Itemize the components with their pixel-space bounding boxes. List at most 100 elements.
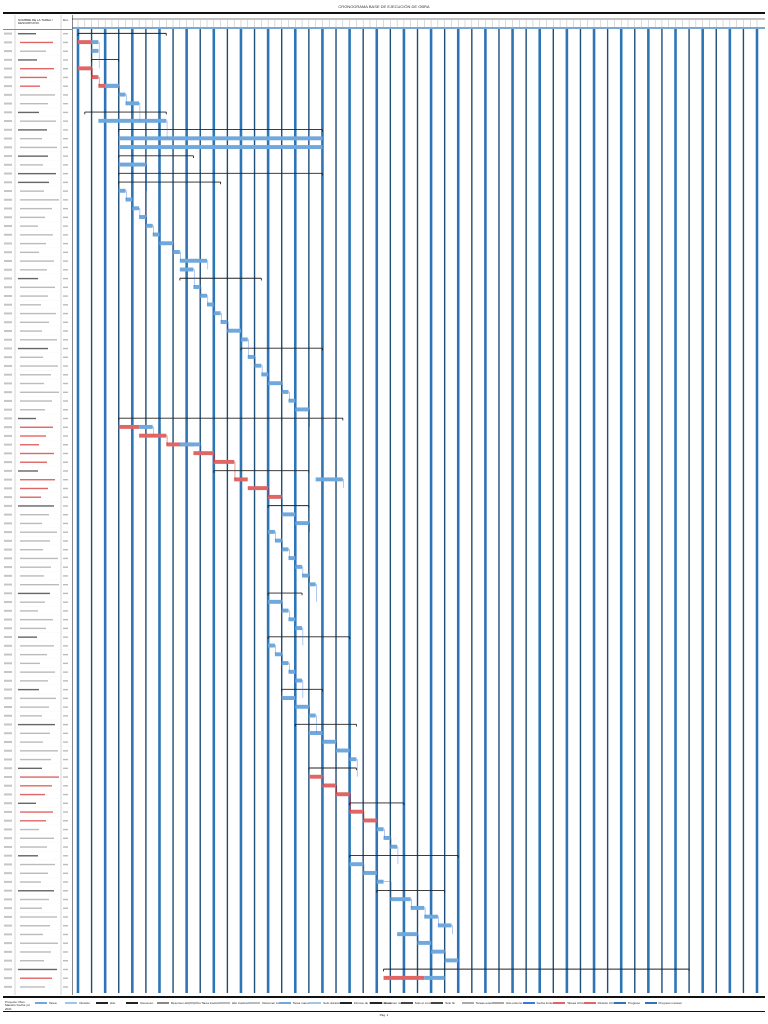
row-name-cell bbox=[18, 59, 37, 61]
row-name-cell bbox=[20, 85, 40, 87]
row-name-cell bbox=[20, 828, 39, 831]
task-bar bbox=[336, 748, 350, 753]
row-id-cell bbox=[4, 181, 12, 184]
row-duration-cell bbox=[63, 137, 68, 140]
row-duration-cell bbox=[63, 295, 68, 297]
row-duration-cell bbox=[63, 785, 68, 787]
row-name-cell bbox=[20, 304, 41, 306]
task-bar bbox=[118, 92, 126, 97]
task-bar bbox=[410, 905, 425, 910]
row-name-cell bbox=[20, 374, 51, 376]
dependency-link bbox=[315, 584, 317, 602]
row-id-cell bbox=[4, 32, 12, 35]
legend-footer: Proyecto: Plan Maestro Fecha: jul 2021 T… bbox=[3, 996, 765, 1012]
row-id-cell bbox=[4, 828, 12, 831]
row-duration-cell bbox=[63, 618, 68, 621]
dependency-link bbox=[281, 540, 283, 550]
row-id-cell bbox=[4, 294, 12, 297]
task-bar bbox=[125, 197, 133, 202]
task-bar bbox=[295, 678, 303, 683]
dependency-link bbox=[349, 750, 351, 760]
task-bar bbox=[349, 862, 364, 867]
row-id-cell bbox=[4, 41, 12, 44]
row-name-cell bbox=[20, 400, 52, 402]
row-id-cell bbox=[4, 662, 12, 665]
dependency-link bbox=[322, 732, 324, 742]
task-bar bbox=[376, 879, 384, 884]
task-bar bbox=[437, 923, 452, 928]
row-duration-cell bbox=[63, 557, 68, 560]
row-id-cell bbox=[4, 950, 12, 953]
task-bar bbox=[308, 731, 323, 735]
row-id-cell bbox=[4, 679, 12, 682]
row-id-cell bbox=[4, 338, 12, 341]
row-name-cell bbox=[20, 697, 56, 700]
critical-task-bar bbox=[193, 451, 214, 456]
row-name-cell bbox=[20, 286, 55, 289]
row-id-cell bbox=[4, 513, 12, 516]
row-duration-cell bbox=[63, 286, 68, 289]
row-name-cell bbox=[20, 409, 45, 411]
row-id-cell bbox=[4, 198, 12, 201]
row-duration-cell bbox=[63, 522, 68, 525]
row-id-cell bbox=[4, 329, 12, 332]
task-bar bbox=[308, 713, 316, 718]
row-duration-cell bbox=[63, 487, 68, 490]
legend-label: Solo el comienzo bbox=[414, 1001, 438, 1005]
dependency-link bbox=[431, 942, 433, 952]
critical-task-bar bbox=[308, 774, 323, 779]
row-id-cell bbox=[4, 93, 12, 96]
row-id-cell bbox=[4, 67, 12, 70]
row-duration-cell bbox=[63, 575, 68, 577]
row-id-cell bbox=[4, 740, 12, 743]
row-name-cell bbox=[20, 514, 49, 516]
dependency-link bbox=[295, 619, 297, 629]
task-bar bbox=[139, 424, 153, 429]
legend-swatch bbox=[644, 1002, 657, 1004]
task-bar bbox=[444, 958, 459, 963]
row-name-cell bbox=[20, 758, 51, 761]
task-bar bbox=[390, 844, 398, 849]
row-name-cell bbox=[20, 260, 54, 262]
row-name-cell bbox=[20, 898, 49, 901]
dependency-link bbox=[410, 898, 412, 908]
row-name-cell bbox=[20, 435, 46, 437]
task-bar bbox=[295, 407, 309, 412]
row-name-cell bbox=[20, 662, 40, 665]
task-list-panel bbox=[3, 15, 73, 995]
row-id-cell bbox=[4, 889, 12, 892]
row-duration-cell bbox=[63, 723, 68, 726]
row-duration-cell bbox=[63, 986, 68, 988]
task-bar bbox=[227, 328, 241, 333]
row-id-cell bbox=[4, 959, 12, 962]
row-name-cell bbox=[20, 321, 49, 324]
row-id-cell bbox=[4, 915, 12, 918]
row-id-cell bbox=[4, 758, 12, 761]
row-duration-cell bbox=[63, 898, 68, 901]
dependency-link bbox=[308, 575, 310, 585]
row-duration-cell bbox=[63, 767, 68, 770]
row-duration-cell bbox=[63, 146, 68, 149]
legend-label: Progreso manual bbox=[658, 1001, 682, 1005]
dependency-link bbox=[308, 706, 310, 716]
critical-task-bar bbox=[78, 40, 92, 45]
critical-link bbox=[336, 785, 338, 795]
dependency-link bbox=[132, 199, 134, 209]
row-duration-cell bbox=[63, 330, 68, 332]
row-name-cell bbox=[18, 890, 54, 892]
task-bar bbox=[118, 136, 323, 141]
row-name-cell bbox=[18, 592, 50, 595]
row-id-cell bbox=[4, 303, 12, 306]
dependency-link bbox=[424, 907, 426, 917]
dependency-link bbox=[322, 146, 324, 165]
row-id-cell bbox=[4, 259, 12, 262]
row-name-cell bbox=[20, 146, 57, 149]
column-header-duration: Dur. bbox=[63, 18, 69, 22]
row-name-cell bbox=[18, 802, 36, 805]
gantt-chart bbox=[72, 18, 765, 993]
row-duration-cell bbox=[63, 444, 68, 446]
task-bar bbox=[179, 442, 201, 447]
dependency-link bbox=[295, 671, 297, 681]
task-bar bbox=[179, 258, 208, 263]
row-name-cell bbox=[18, 172, 56, 175]
